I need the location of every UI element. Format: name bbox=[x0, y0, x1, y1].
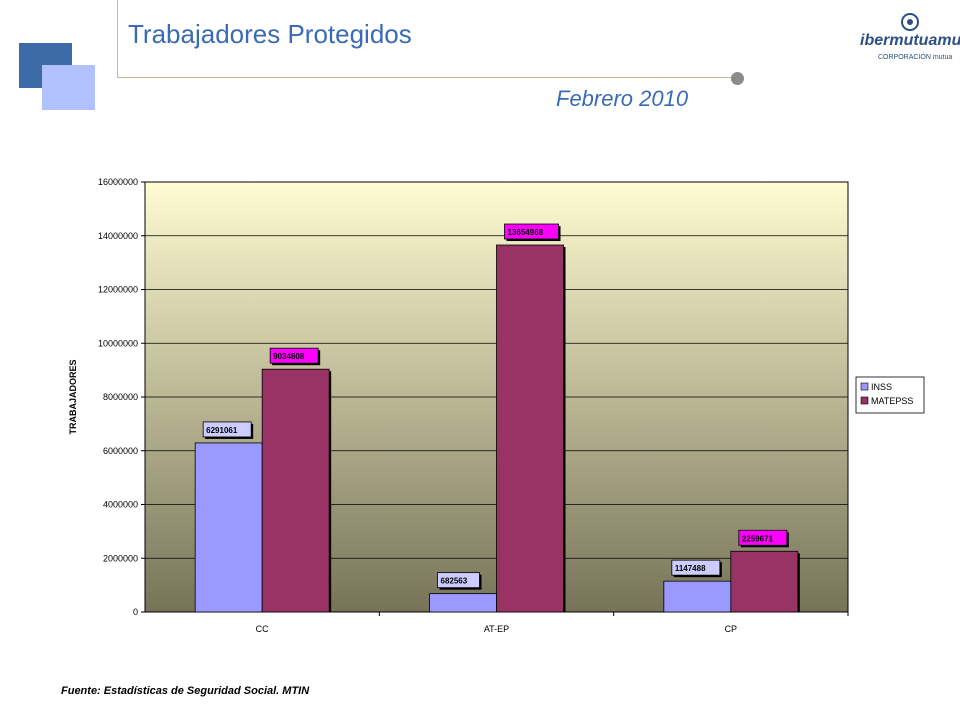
data-label-box bbox=[437, 572, 480, 589]
ibermutuamur-logo: ibermutuamur CORPORACIÓN mutua bbox=[860, 12, 960, 72]
logo-subtext: CORPORACIÓN mutua bbox=[878, 54, 953, 61]
legend-label: MATEPSS bbox=[871, 396, 913, 406]
bar-inss-cp bbox=[663, 580, 732, 613]
logo-emblem-icon bbox=[901, 13, 919, 31]
bar-matepss-cc bbox=[261, 368, 330, 613]
data-label: 13654968 bbox=[508, 228, 544, 237]
data-label-box bbox=[671, 559, 721, 576]
y-tick-label: 10000000 bbox=[98, 338, 138, 348]
y-tick-label: 0 bbox=[133, 607, 138, 617]
bar-inss-cc bbox=[194, 442, 263, 613]
bar-chart: 0 2000000 4000000 6000000 8000000 10000000 120… bbox=[68, 177, 925, 634]
title-divider-dot bbox=[731, 72, 744, 85]
y-tick-label: 6000000 bbox=[103, 446, 138, 456]
title-divider-horizontal bbox=[117, 77, 733, 78]
bar-inss-at-ep bbox=[429, 593, 497, 613]
title-divider-vertical bbox=[117, 0, 118, 77]
y-tick-label: 16000000 bbox=[98, 177, 138, 187]
legend-label: INSS bbox=[871, 382, 892, 392]
legend-swatch bbox=[860, 382, 869, 391]
bar-matepss-at-ep bbox=[496, 244, 564, 613]
x-tick-label: AT-EP bbox=[484, 624, 509, 634]
data-label-box bbox=[738, 529, 788, 546]
legend-swatch bbox=[860, 396, 869, 405]
data-label-box bbox=[504, 223, 559, 240]
x-tick-label: CP bbox=[725, 624, 738, 634]
data-label: 682563 bbox=[441, 577, 468, 586]
y-tick-label: 2000000 bbox=[103, 553, 138, 563]
y-axis-label: TRABAJADORES bbox=[68, 359, 78, 434]
data-label-box bbox=[269, 347, 319, 364]
logo-text: ibermutuamur bbox=[860, 32, 960, 49]
data-label: 2259671 bbox=[742, 534, 774, 543]
data-label: 9034608 bbox=[273, 352, 305, 361]
y-tick-label: 12000000 bbox=[98, 285, 138, 295]
y-tick-label: 8000000 bbox=[103, 392, 138, 402]
data-label-box bbox=[202, 421, 252, 438]
data-label: 1147488 bbox=[675, 564, 706, 573]
decor-square-light bbox=[42, 65, 95, 110]
page-subtitle: Febrero 2010 bbox=[556, 86, 689, 111]
y-tick-label: 4000000 bbox=[103, 500, 138, 510]
x-tick-label: CC bbox=[256, 624, 269, 634]
y-tick-label: 14000000 bbox=[98, 231, 138, 241]
source-note: Fuente: Estadísticas de Seguridad Social… bbox=[61, 685, 310, 697]
data-label: 6291061 bbox=[206, 426, 238, 435]
page-title: Trabajadores Protegidos bbox=[128, 19, 412, 49]
bar-matepss-cp bbox=[730, 550, 799, 613]
